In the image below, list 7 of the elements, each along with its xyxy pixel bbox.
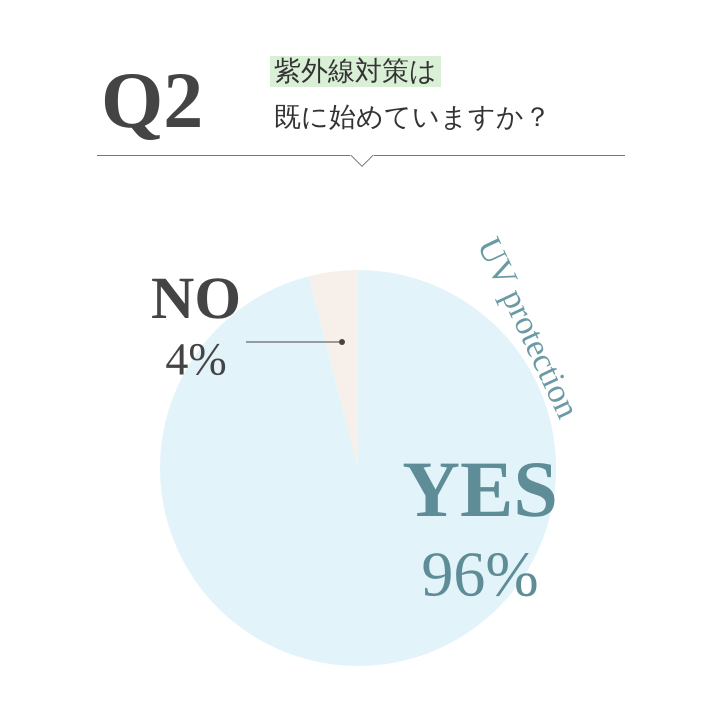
text: 既に始めていますか？ (274, 102, 551, 133)
data-label: 96% (421, 538, 539, 610)
data-label: 4% (165, 334, 227, 384)
slice-label: YES (402, 446, 558, 534)
slice-label: NO (151, 265, 241, 331)
chart-title: Q2 (101, 57, 204, 145)
chart-subtitle: 紫外線対策は (274, 56, 437, 87)
